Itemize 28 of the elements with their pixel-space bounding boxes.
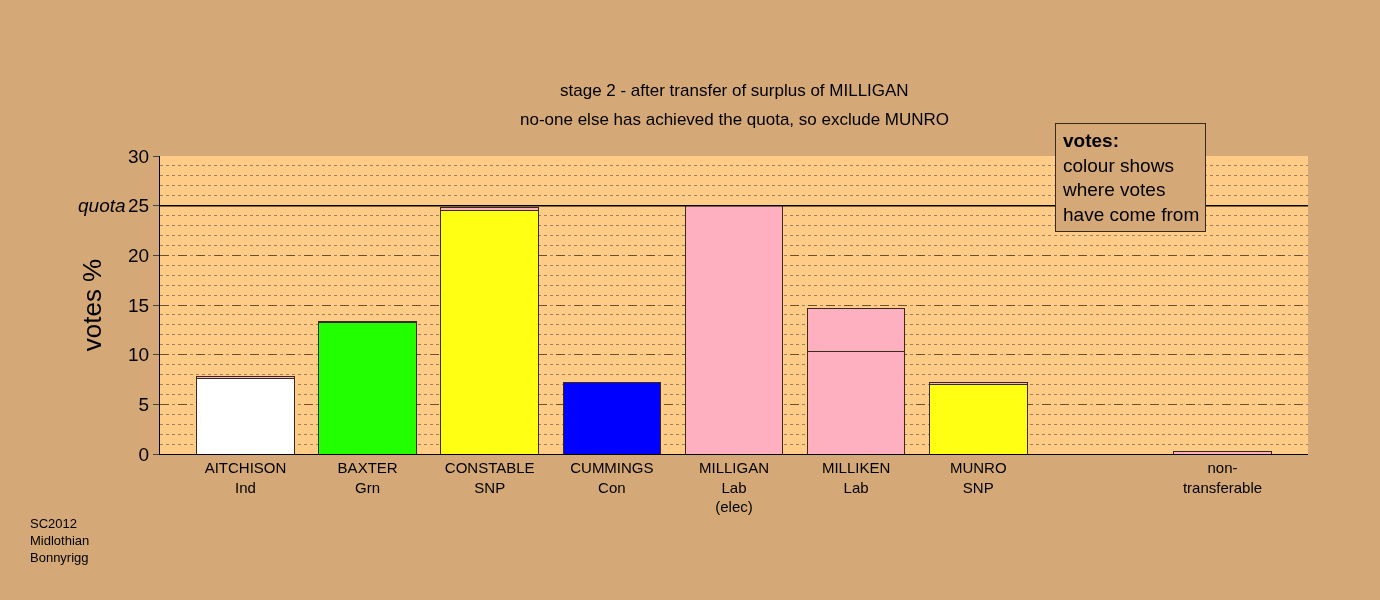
y-tick-label: 20 xyxy=(128,244,150,266)
x-tick-label: BAXTER Grn xyxy=(337,459,398,496)
x-tick-label: AITCHISON Ind xyxy=(204,459,287,496)
y-axis-title: votes % xyxy=(77,258,108,352)
bar xyxy=(318,322,417,454)
x-tick-label: MILLIKEN Lab xyxy=(821,459,891,496)
ref-line-label: quota xyxy=(78,195,126,216)
y-tick-label: 25 xyxy=(128,195,150,217)
x-tick-label: CUMMINGS Con xyxy=(570,459,654,496)
y-tick-label: 15 xyxy=(128,294,150,316)
text: SC2012 Midlothian Bonnyrigg xyxy=(30,516,90,565)
bar xyxy=(562,381,662,454)
annotation: votes: colour shows where votes have come from xyxy=(1062,130,1200,226)
bar xyxy=(440,210,540,454)
x-tick-label: CONSTABLE SNP xyxy=(444,459,535,496)
y-tick-label: 5 xyxy=(138,393,150,415)
y-tick-label: 30 xyxy=(128,145,150,167)
bar xyxy=(684,205,784,454)
x-tick-label: MUNRO SNP xyxy=(949,459,1007,496)
chart-subtitle: no-one else has achieved the quota, so exclude MUNRO xyxy=(520,110,950,129)
bar xyxy=(196,378,295,454)
chart-title: stage 2 - after transfer of surplus of MILLIGAN xyxy=(560,81,909,100)
x-tick-label: MILLIGAN Lab (elec) xyxy=(698,459,770,515)
x-tick-label: non- transferable xyxy=(1182,459,1263,496)
y-tick-label: 0 xyxy=(138,443,150,465)
bar xyxy=(1173,450,1272,454)
bar xyxy=(928,383,1028,454)
y-tick-label: 10 xyxy=(128,344,150,366)
